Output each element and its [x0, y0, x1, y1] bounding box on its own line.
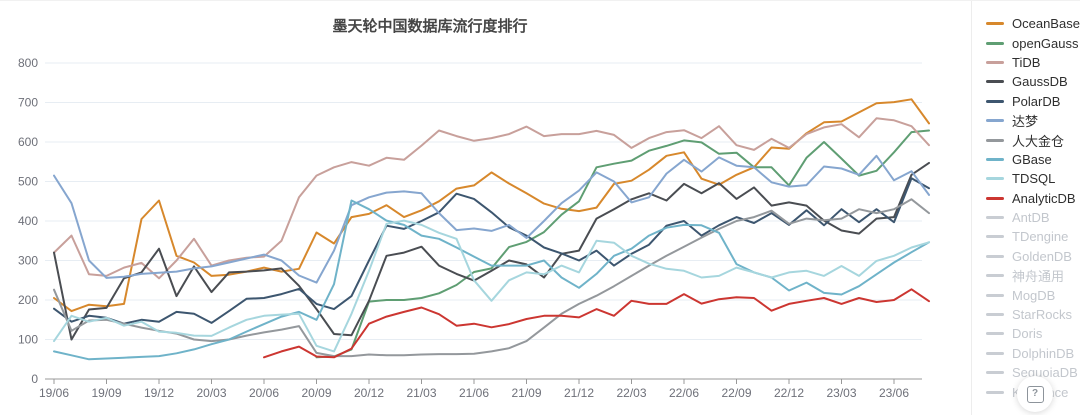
legend-swatch-TDSQL: [986, 177, 1004, 181]
series-line-人大金仓: [53, 198, 930, 358]
question-mark-icon: ?: [1026, 385, 1044, 403]
legend-label: 达梦: [1012, 114, 1039, 130]
legend-swatch-StarRocks: [986, 313, 1004, 317]
legend-swatch-AnalyticDB: [986, 196, 1004, 200]
x-axis-label-22/03: 22/03: [616, 386, 646, 400]
y-axis-label-200: 200: [18, 293, 38, 307]
legend-swatch-人大金仓: [986, 138, 1004, 142]
y-axis-label-700: 700: [18, 96, 38, 110]
y-axis-label-100: 100: [18, 333, 38, 347]
legend-label: GoldenDB: [1012, 248, 1072, 264]
panel-divider: [971, 1, 972, 415]
chart-title: 墨天轮中国数据库流行度排行: [332, 18, 528, 35]
legend-swatch-AntDB: [986, 216, 1004, 220]
series-line-GBase: [53, 199, 930, 361]
legend-item-GBase[interactable]: GBase: [986, 150, 1080, 169]
x-axis-label-20/03: 20/03: [196, 386, 226, 400]
x-axis-label-19/06: 19/06: [39, 386, 69, 400]
chart-legend: OceanBase openGauss TiDB GaussDB PolarDB 达梦人大…: [986, 14, 1080, 402]
legend-label: OceanBase: [1012, 16, 1080, 32]
legend-label: openGauss: [1012, 35, 1079, 51]
series-line-GaussDB: [53, 161, 930, 341]
x-axis-label-20/09: 20/09: [301, 386, 331, 400]
legend-item-达梦[interactable]: 达梦: [986, 111, 1080, 130]
legend-item-TiDB[interactable]: TiDB: [986, 53, 1080, 72]
series-line-达梦: [53, 154, 930, 284]
legend-label: TDengine: [1012, 229, 1069, 245]
legend-swatch-DolphinDB: [986, 351, 1004, 355]
legend-item-StarRocks[interactable]: StarRocks: [986, 305, 1080, 324]
legend-label: GBase: [1012, 151, 1052, 167]
series-line-openGauss: [315, 129, 930, 359]
legend-item-TDSQL[interactable]: TDSQL: [986, 169, 1080, 188]
legend-swatch-openGauss: [986, 41, 1004, 45]
legend-item-DolphinDB[interactable]: DolphinDB: [986, 344, 1080, 363]
legend-swatch-TDengine: [986, 235, 1004, 239]
legend-item-openGauss[interactable]: openGauss: [986, 33, 1080, 52]
help-button[interactable]: ?: [1017, 376, 1053, 412]
x-axis-label-21/03: 21/03: [406, 386, 436, 400]
x-axis-label-19/09: 19/09: [91, 386, 121, 400]
legend-label: Doris: [1012, 326, 1043, 342]
legend-item-GaussDB[interactable]: GaussDB: [986, 72, 1080, 91]
legend-swatch-PolarDB: [986, 99, 1004, 103]
legend-label: PolarDB: [1012, 93, 1061, 109]
x-axis-label-22/06: 22/06: [669, 386, 699, 400]
legend-swatch-TiDB: [986, 60, 1004, 64]
legend-label: MogDB: [1012, 287, 1056, 303]
x-axis-label-23/06: 23/06: [879, 386, 909, 400]
series-line-TDSQL: [53, 219, 930, 353]
legend-item-GoldenDB[interactable]: GoldenDB: [986, 247, 1080, 266]
y-axis-label-500: 500: [18, 175, 38, 189]
y-axis-label-800: 800: [18, 56, 38, 70]
legend-swatch-达梦: [986, 119, 1004, 123]
legend-item-AnalyticDB[interactable]: AnalyticDB: [986, 189, 1080, 208]
legend-label: GaussDB: [1012, 74, 1068, 90]
legend-swatch-神舟通用: [986, 274, 1004, 278]
x-axis-label-22/12: 22/12: [774, 386, 804, 400]
y-axis-label-0: 0: [31, 372, 38, 386]
legend-item-人大金仓[interactable]: 人大金仓: [986, 130, 1080, 149]
x-axis-label-20/06: 20/06: [249, 386, 279, 400]
legend-swatch-SequoiaDB: [986, 371, 1004, 375]
legend-label: TDSQL: [1012, 171, 1056, 187]
legend-label: DolphinDB: [1012, 345, 1075, 361]
x-axis-label-19/12: 19/12: [144, 386, 174, 400]
legend-label: 人大金仓: [1012, 133, 1065, 149]
legend-swatch-MogDB: [986, 293, 1004, 297]
legend-swatch-OceanBase: [986, 22, 1004, 26]
legend-swatch-Doris: [986, 332, 1004, 336]
legend-item-神舟通用[interactable]: 神舟通用: [986, 266, 1080, 285]
legend-swatch-Kyligence: [986, 390, 1004, 394]
y-axis-label-600: 600: [18, 135, 38, 149]
x-axis-label-21/09: 21/09: [511, 386, 541, 400]
x-axis-label-21/12: 21/12: [564, 386, 594, 400]
series-line-AnalyticDB: [263, 288, 930, 359]
y-axis-label-300: 300: [18, 254, 38, 268]
series-line-PolarDB: [53, 177, 930, 325]
legend-swatch-GaussDB: [986, 80, 1004, 84]
legend-item-Doris[interactable]: Doris: [986, 324, 1080, 343]
legend-item-MogDB[interactable]: MogDB: [986, 285, 1080, 304]
legend-swatch-GBase: [986, 157, 1004, 161]
legend-label: AntDB: [1012, 210, 1050, 226]
legend-label: TiDB: [1012, 54, 1041, 70]
legend-swatch-GoldenDB: [986, 254, 1004, 258]
x-axis-label-20/12: 20/12: [354, 386, 384, 400]
legend-item-OceanBase[interactable]: OceanBase: [986, 14, 1080, 33]
y-axis-label-400: 400: [18, 214, 38, 228]
legend-item-AntDB[interactable]: AntDB: [986, 208, 1080, 227]
x-axis-label-23/03: 23/03: [826, 386, 856, 400]
legend-label: AnalyticDB: [1012, 190, 1076, 206]
series-line-TiDB: [53, 117, 930, 280]
x-axis-label-22/09: 22/09: [721, 386, 751, 400]
legend-item-PolarDB[interactable]: PolarDB: [986, 92, 1080, 111]
legend-label: StarRocks: [1012, 307, 1072, 323]
legend-item-TDengine[interactable]: TDengine: [986, 227, 1080, 246]
legend-label: 神舟通用: [1012, 269, 1065, 285]
x-axis-label-21/06: 21/06: [459, 386, 489, 400]
